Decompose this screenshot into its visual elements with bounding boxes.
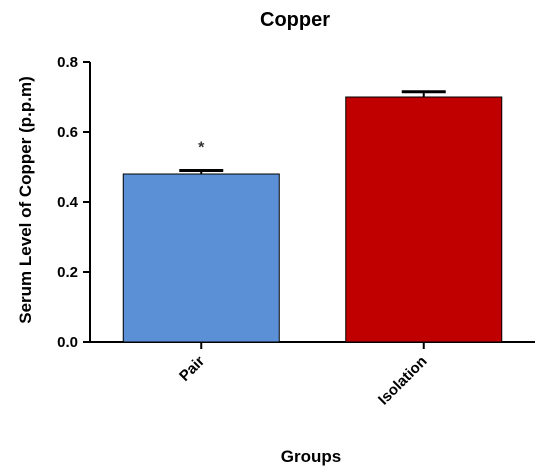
y-tick-label: 0.0 — [57, 334, 78, 351]
y-tick-label: 0.4 — [57, 194, 79, 211]
significance-marker: * — [198, 140, 205, 157]
bars: * — [122, 90, 503, 343]
x-tick-label-pair: Pair — [176, 353, 208, 385]
chart-title: Copper — [260, 9, 330, 31]
x-axis-label: Groups — [281, 447, 341, 466]
y-tick-label: 0.2 — [57, 264, 78, 281]
y-axis-label: Serum Level of Copper (p.p.m) — [16, 76, 35, 323]
bar-isolation — [345, 96, 503, 343]
x-tick-label-isolation: Isolation — [375, 353, 431, 409]
y-tick-label: 0.8 — [57, 54, 78, 71]
y-tick-label: 0.6 — [57, 124, 78, 141]
bar-pair — [122, 173, 280, 343]
